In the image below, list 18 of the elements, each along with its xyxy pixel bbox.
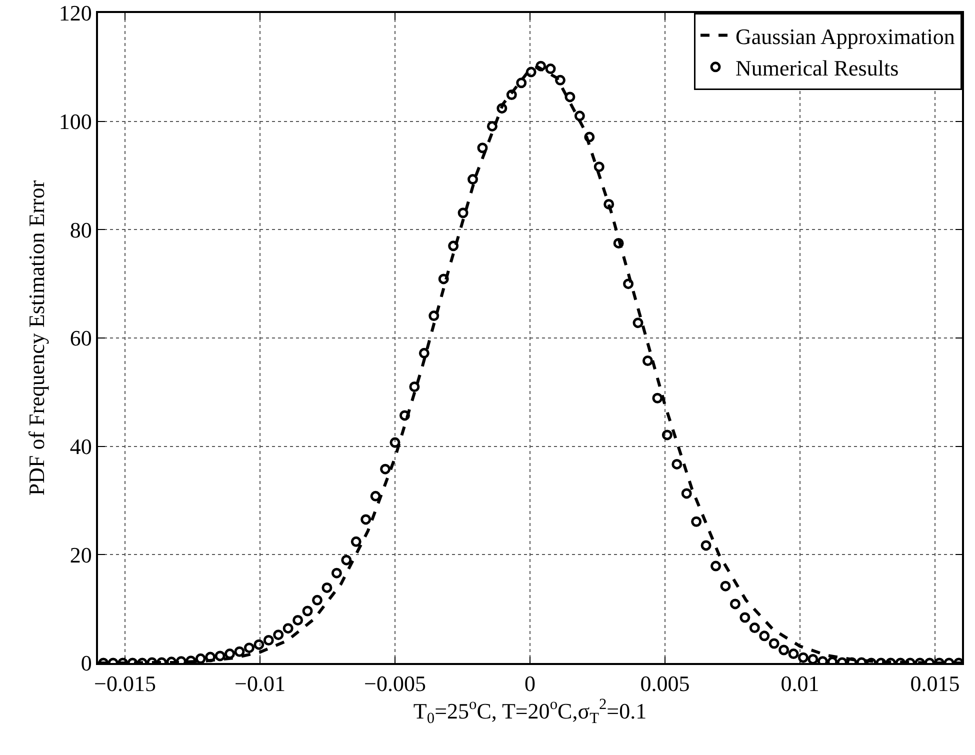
- x-tick-label: 0.015: [910, 671, 960, 696]
- y-tick-label: 0: [80, 650, 92, 676]
- x-tick-label: 0.005: [640, 671, 690, 696]
- y-tick-label: 80: [70, 217, 92, 242]
- y-tick-label: 40: [70, 434, 92, 460]
- y-tick-label: 60: [70, 326, 92, 351]
- x-tick-label: 0.01: [780, 671, 820, 696]
- x-tick-label: −0.01: [234, 671, 286, 696]
- y-tick-label: 20: [70, 542, 92, 568]
- legend-label: Gaussian Approximation: [736, 24, 955, 49]
- y-axis-title: PDF of Frequency Estimation Error: [24, 180, 50, 496]
- y-tick-label: 120: [58, 0, 92, 26]
- x-tick-label: −0.005: [364, 671, 426, 696]
- x-tick-label: −0.015: [94, 671, 156, 696]
- text: T$_{0}$=25$^{o}$C, T=20$^{o}$C,σ$_{T}$$^{2}$=0.1: [413, 696, 647, 728]
- legend-label: Numerical Results: [736, 55, 899, 80]
- x-tick-label: 0: [524, 671, 536, 696]
- y-tick-label: 100: [58, 109, 92, 134]
